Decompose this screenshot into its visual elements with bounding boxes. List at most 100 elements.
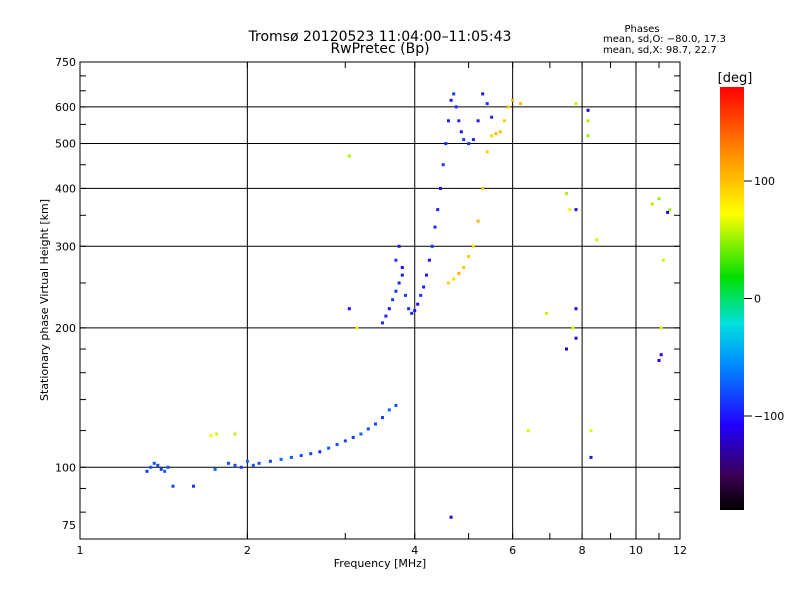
x-tick-label: 4 [411,544,418,557]
data-point [163,469,167,473]
data-point [661,258,665,262]
data-point [407,307,411,311]
data-point [444,142,448,146]
data-point [447,281,450,285]
data-point [447,119,450,123]
data-point [400,266,404,269]
data-point [574,208,578,212]
data-point [511,98,515,102]
data-point [289,455,293,459]
data-point [659,353,663,357]
data-point [145,469,149,473]
data-point [410,311,414,315]
data-point [233,432,237,436]
colorbar-tick-label: −100 [754,410,784,423]
data-point [462,266,466,269]
data-point [457,272,461,275]
legend-line-x: mean, sd,X: 98.7, 22.7 [603,45,717,56]
colorbar-tick-label: 0 [754,293,761,306]
data-point [666,210,670,214]
data-point [571,326,575,330]
y-tick-label: 750 [55,56,76,69]
data-point [589,429,593,433]
data-point [425,273,428,277]
data-point [159,467,163,471]
data-point [459,130,463,134]
plot-area [79,61,681,540]
data-point [394,289,398,293]
legend-title: Phases [624,24,659,35]
colorbar [720,87,744,510]
data-point [192,484,195,488]
data-point [452,277,456,281]
data-point [452,92,456,96]
data-point [381,321,384,325]
data-point [430,244,434,248]
data-point [659,326,663,330]
data-point [381,416,384,420]
y-tick-label: 75 [62,519,76,532]
data-point [519,102,523,106]
data-point [343,439,347,443]
data-point [449,98,453,102]
data-point [589,455,593,459]
data-point [239,465,243,469]
data-point [494,132,498,136]
data-point [586,134,590,138]
data-point [299,454,303,457]
data-point [171,484,175,488]
colorbar-ticks: 100 0 −100 [744,175,784,423]
chart-title: Tromsø 20120523 11:04:00–11:05:43 [248,29,512,45]
data-point [668,208,672,212]
data-point [449,515,453,519]
data-point [215,432,218,436]
plot-frame [79,61,681,540]
x-tick-label: 1 [77,544,84,557]
data-point [457,119,461,123]
data-point [657,197,661,201]
data-point [422,285,426,289]
data-point [485,102,489,106]
data-point [351,435,355,439]
data-point [413,309,417,312]
data-point [565,192,568,195]
data-point [462,138,466,142]
x-tick-label: 12 [673,544,687,557]
data-point [156,463,160,467]
data-point [394,403,398,407]
data-point [251,463,255,467]
data-point [427,258,431,262]
data-point [327,446,331,450]
data-point [366,427,370,431]
y-tick-label: 100 [55,461,76,474]
data-point [245,459,249,463]
data-point [279,457,283,461]
x-tick-label: 6 [509,544,516,557]
data-point [359,432,363,436]
x-axis-label: Frequency [MHz] [334,557,426,570]
data-point [657,359,661,362]
data-point [544,311,548,315]
data-point [152,461,156,465]
data-point [394,258,398,262]
data-point [391,298,395,302]
data-point [387,408,391,412]
data-point [650,202,654,206]
data-point [347,154,351,158]
data-point [433,225,437,229]
data-point [490,134,494,138]
data-point [355,326,359,330]
data-point [166,465,170,469]
data-point [416,302,420,306]
data-point [374,422,377,426]
y-tick-label: 400 [55,182,76,195]
gridlines [80,62,680,539]
data-point [387,307,391,311]
data-point [404,293,407,297]
data-point [471,138,475,142]
data-point [485,150,489,154]
data-point [586,108,590,112]
x-tick-label: 2 [244,544,251,557]
